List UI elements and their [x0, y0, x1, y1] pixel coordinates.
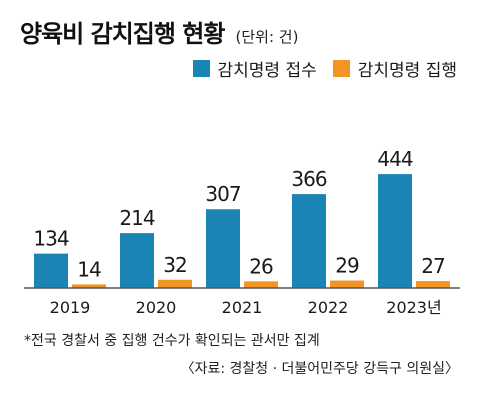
x-tick-label-0: 2019: [50, 298, 91, 317]
bar-execution-0: [72, 284, 106, 288]
bar-execution-1: [158, 279, 192, 288]
data-label-receipt-3: 366: [291, 167, 326, 191]
data-label-receipt-1: 214: [119, 206, 154, 230]
legend-label-receipt: 감치명령 접수: [217, 61, 317, 81]
bar-receipt-3: [292, 194, 326, 288]
x-tick-label-2: 2021: [222, 298, 263, 317]
x-tick-label-4: 2023년: [386, 298, 441, 317]
chart-title: 양육비 감치집행 현황: [20, 20, 225, 48]
bar-receipt-1: [120, 233, 154, 288]
footnote: *전국 경찰서 중 집행 건수가 확인되는 관서만 집계: [24, 333, 320, 349]
bar-execution-3: [330, 280, 364, 288]
legend-swatch-receipt: [192, 60, 210, 77]
bar-execution-2: [244, 281, 278, 288]
x-tick-label-1: 2020: [136, 298, 177, 317]
data-label-execution-2: 26: [249, 254, 273, 278]
source-note: 〈자료: 경찰청 · 더불어민주당 강득구 의원실〉: [180, 361, 459, 377]
data-label-receipt-2: 307: [205, 182, 240, 206]
x-tick-label-3: 2022: [308, 298, 349, 317]
data-label-execution-0: 14: [77, 257, 101, 281]
legend-label-execution: 감치명령 집행: [357, 61, 457, 81]
bar-execution-4: [416, 281, 450, 288]
data-label-execution-3: 29: [335, 254, 359, 278]
legend-item-execution: 감치명령 집행: [332, 56, 457, 81]
unit-label: (단위: 건): [235, 28, 299, 46]
bar-receipt-2: [206, 209, 240, 288]
legend: 감치명령 접수 감치명령 집행: [183, 56, 457, 81]
bar-receipt-4: [378, 174, 412, 288]
data-label-receipt-4: 444: [377, 147, 412, 171]
data-label-execution-1: 32: [163, 253, 186, 277]
legend-swatch-execution: [332, 60, 350, 77]
data-label-execution-4: 27: [421, 254, 445, 278]
bar-receipt-0: [34, 253, 68, 288]
data-label-receipt-0: 134: [33, 227, 68, 251]
title-row: 양육비 감치집행 현황 (단위: 건): [20, 14, 298, 49]
legend-item-receipt: 감치명령 접수: [192, 56, 317, 81]
